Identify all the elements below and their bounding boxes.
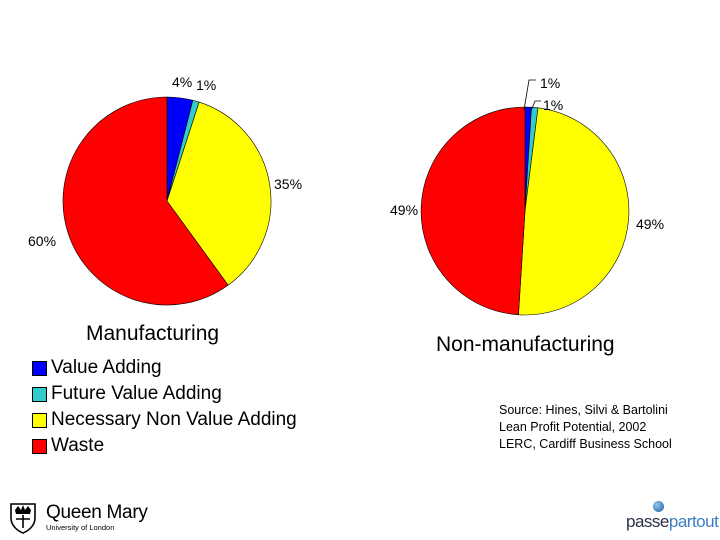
pie1-slice-waste [62,96,229,306]
passepartout-dot-icon [653,501,664,512]
qm-subtitle: University of London [46,522,115,532]
legend: Value Adding Future Value Adding Necessa… [32,355,297,459]
pie2-leader-line-1 [523,79,536,111]
pie1-title: Manufacturing [86,322,220,345]
legend-label: Waste [51,435,105,456]
pie2-title: Non-manufacturing [436,333,615,356]
qm-name: Queen Mary [46,501,148,523]
legend-swatch-value-adding [32,360,47,376]
legend-item: Value Adding [32,355,297,381]
pie2-label-necessary: 49% [636,216,664,232]
legend-item: Waste [32,433,297,459]
legend-swatch-necessary [32,412,47,428]
pie1-label-value-adding: 4% [172,74,192,90]
queen-mary-logo: Queen Mary University of London [6,500,148,534]
pie2-slice-necessary-non-value-adding [518,107,630,316]
source-citation: Source: Hines, Silvi & Bartolini Lean Pr… [499,402,672,453]
pie2-leader-line-2 [530,100,541,112]
legend-label: Value Adding [51,357,162,378]
pie1-label-waste: 60% [28,233,56,249]
passepartout-logo: passepartout [626,501,720,537]
legend-item: Necessary Non Value Adding [32,407,297,433]
legend-swatch-waste [32,438,47,454]
pie2-label-future-value-adding: 1% [543,97,563,113]
source-line-3: LERC, Cardiff Business School [499,437,672,451]
pp-part2: partout [668,512,719,531]
legend-label: Necessary Non Value Adding [51,409,297,430]
legend-swatch-future-value-adding [32,386,47,402]
pie2-slice-waste [420,106,526,316]
crown-shield-icon [10,503,36,534]
pie-manufacturing [62,96,272,306]
legend-item: Future Value Adding [32,381,297,407]
source-line-2: Lean Profit Potential, 2002 [499,420,647,434]
pie2-label-value-adding: 1% [540,75,560,91]
pie1-label-necessary: 35% [274,176,302,192]
source-line-1: Source: Hines, Silvi & Bartolini [499,403,668,417]
pp-part1: passe [626,512,669,531]
pie1-slice-necessary-non-value-adding [166,101,272,286]
pie2-label-waste: 49% [390,202,418,218]
pie1-label-future-value-adding: 1% [196,77,216,93]
legend-label: Future Value Adding [51,383,222,404]
pie-non-manufacturing [420,106,630,316]
